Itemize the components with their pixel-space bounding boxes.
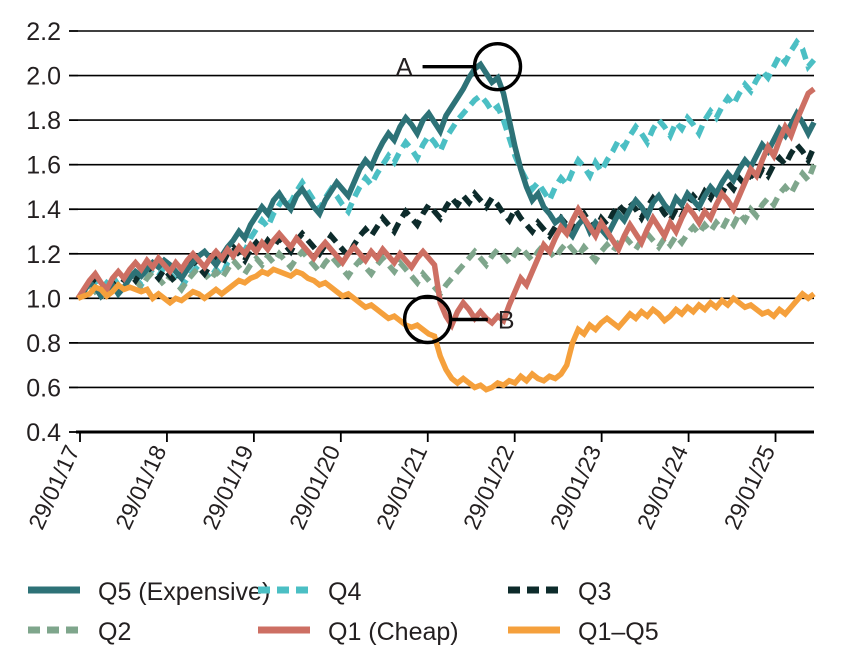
x-tick-label: 29/01/24	[632, 441, 693, 533]
series-line-q5-expensive	[75, 60, 817, 301]
y-tick-label: 1.6	[26, 152, 61, 180]
x-tick-label: 29/01/25	[719, 441, 780, 533]
legend-label-q2[interactable]: Q2	[98, 618, 131, 646]
x-tick-label: 29/01/23	[545, 441, 606, 533]
annotation-label-a: A	[396, 54, 413, 82]
x-axis-tick-labels: 29/01/17 29/01/18 29/01/19 29/01/20 29/01/21…	[23, 441, 780, 533]
y-tick-label: 1.8	[26, 107, 61, 135]
legend-label-q3[interactable]: Q3	[578, 578, 611, 606]
x-axis-ticks	[79, 432, 777, 442]
annotation-circle-a	[472, 41, 523, 92]
y-axis-tick-labels: 2.2 2.0 1.8 1.6 1.4 1.2 1.0 0.8 0.6 0.4	[26, 18, 61, 447]
y-tick-label: 0.8	[26, 330, 61, 358]
data-series-group	[75, 37, 817, 393]
chart-legend: Q5 (Expensive) Q4 Q3 Q2 Q1 (Cheap) Q1–Q5	[28, 578, 659, 646]
series-line-q1-q5	[77, 266, 816, 393]
y-axis-ticks	[69, 30, 78, 433]
legend-label-q1-cheap[interactable]: Q1 (Cheap)	[328, 618, 459, 646]
series-line-q2	[75, 163, 817, 303]
y-tick-label: 1.4	[26, 196, 61, 224]
annotations-group: AB	[396, 41, 523, 345]
y-tick-label: 2.2	[26, 18, 61, 46]
legend-label-q4[interactable]: Q4	[328, 578, 361, 606]
x-tick-label: 29/01/21	[371, 441, 432, 533]
y-tick-label: 0.4	[26, 419, 61, 447]
legend-label-q1-q5[interactable]: Q1–Q5	[578, 618, 659, 646]
y-tick-label: 0.6	[26, 374, 61, 402]
series-line-q1-cheap	[75, 86, 816, 331]
x-tick-label: 29/01/22	[458, 441, 519, 533]
y-tick-label: 1.0	[26, 285, 61, 313]
annotation-circle-b	[402, 294, 453, 345]
legend-label-q5-expensive[interactable]: Q5 (Expensive)	[98, 578, 270, 606]
series-line-q4	[76, 37, 817, 301]
annotation-label-b: B	[498, 306, 515, 334]
x-tick-label: 29/01/20	[284, 441, 345, 533]
y-tick-label: 1.2	[26, 241, 61, 269]
x-tick-label: 29/01/19	[197, 441, 258, 533]
y-tick-label: 2.0	[26, 63, 61, 91]
x-tick-label: 29/01/18	[110, 441, 171, 533]
x-tick-label: 29/01/17	[23, 441, 84, 533]
